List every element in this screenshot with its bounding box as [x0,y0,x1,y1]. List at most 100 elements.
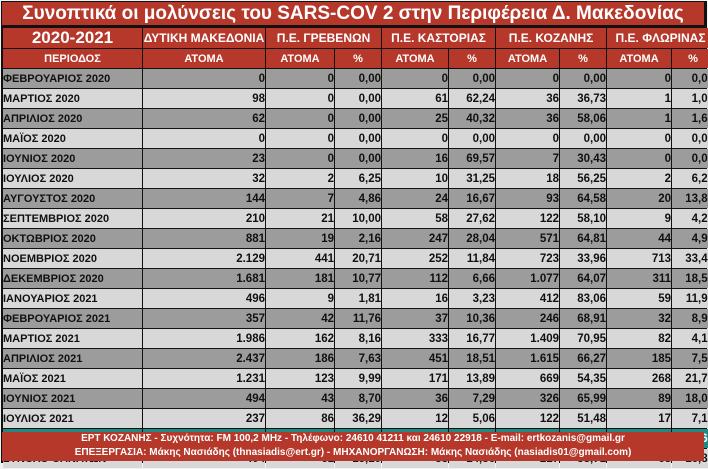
table-row: ΜΑΪΟΣ 2021 1.231 123 9,99 171 13,89 669 54,35 26… [3,369,708,388]
region-total-cell: 494 [143,389,265,408]
region-total-cell: 237 [143,409,265,428]
footer: ΕΡΤ ΚΟΖΑΝΗΣ - Συχνότητα: FM 100,2 MHz - … [2,432,704,461]
count-cell: 58,10 [560,209,607,228]
percent-cell: 181 [266,269,334,288]
percent-column-header: % [335,49,382,68]
count-cell: 10,00 [335,209,382,228]
count-cell: 0,00 [672,69,708,88]
region-total-cell: 357 [143,309,265,328]
percent-cell: 59 [607,289,672,308]
count-cell: 66,27 [560,349,607,368]
percent-cell: 0 [266,89,334,108]
percent-column-header: % [560,49,607,68]
count-cell: 56,25 [560,169,607,188]
period-cell: ΔΕΚΕΜΒΡΙΟΣ 2020 [3,269,142,288]
percent-cell: 1.077 [496,269,560,288]
count-cell: 64,81 [560,229,607,248]
count-cell: 1,61 [672,109,708,128]
period-cell: ΝΟΕΜΒΡΙΟΣ 2020 [3,249,142,268]
table-row: ΙΟΥΝΙΟΣ 2021 494 43 8,70 36 7,29 326 65,99 89 18,… [3,389,708,408]
count-cell: 8,96 [672,309,708,328]
period-cell: ΜΑΪΟΣ 2020 [3,129,142,148]
period-cell: ΑΠΡΙΛΙΟΣ 2021 [3,349,142,368]
count-cell: 33,49 [672,249,708,268]
percent-cell: 19 [266,229,334,248]
region-total-cell: 496 [143,289,265,308]
percent-cell: 0 [266,109,334,128]
count-cell: 16,77 [449,329,496,348]
people-column-header: ΑΤΟΜΑ [496,49,560,68]
footer-contact-line: ΕΡΤ ΚΟΖΑΝΗΣ - Συχνότητα: FM 100,2 MHz - … [81,433,625,444]
percent-cell: 36 [382,389,449,408]
count-cell: 7,17 [672,409,708,428]
region-total-cell: 881 [143,229,265,248]
year-label: 2020-2021 [3,28,142,48]
count-cell: 0,00 [449,69,496,88]
region-total-cell: 144 [143,189,265,208]
table-row: ΣΕΠΤΕΜΒΡΙΟΣ 2020 210 21 10,00 58 27,62 122 58,1… [3,209,708,228]
count-cell: 1,02 [672,89,708,108]
people-column-header: ΑΤΟΜΑ [266,49,334,68]
percent-cell: 2 [607,169,672,188]
percent-cell: 16 [382,289,449,308]
percent-cell: 112 [382,269,449,288]
count-cell: 69,57 [449,149,496,168]
percent-cell: 122 [496,209,560,228]
region-total-cell: 1.986 [143,329,265,348]
period-cell: ΑΥΓΟΥΣΤΟΣ 2020 [3,189,142,208]
table-row: ΙΑΝΟΥΑΡΙΟΣ 2021 496 9 1,81 16 3,23 412 83,06 59 1… [3,289,708,308]
count-cell: 5,06 [449,409,496,428]
percent-cell: 0 [496,129,560,148]
table-row: ΑΥΓΟΥΣΤΟΣ 2020 144 7 4,86 24 16,67 93 64,58 20 13… [3,189,708,208]
count-cell: 27,62 [449,209,496,228]
percent-cell: 246 [496,309,560,328]
period-cell: ΙΟΥΝΙΟΣ 2020 [3,149,142,168]
percent-cell: 1 [607,109,672,128]
percent-cell: 44 [607,229,672,248]
count-cell: 54,35 [560,369,607,388]
count-cell: 0,00 [335,109,382,128]
region-total-cell: 210 [143,209,265,228]
count-cell: 68,91 [560,309,607,328]
percent-cell: 713 [607,249,672,268]
count-cell: 1,81 [335,289,382,308]
percent-cell: 0 [382,69,449,88]
percent-cell: 2 [266,169,334,188]
percent-cell: 0 [382,129,449,148]
count-cell: 10,77 [335,269,382,288]
count-cell: 10,36 [449,309,496,328]
count-cell: 0,00 [560,69,607,88]
count-cell: 0,00 [560,129,607,148]
percent-cell: 441 [266,249,334,268]
percent-cell: 1 [607,89,672,108]
percent-cell: 171 [382,369,449,388]
percent-cell: 43 [266,389,334,408]
percent-cell: 571 [496,229,560,248]
count-cell: 11,76 [335,309,382,328]
percent-cell: 24 [382,189,449,208]
period-cell: ΙΟΥΛΙΟΣ 2021 [3,409,142,428]
percent-cell: 252 [382,249,449,268]
percent-cell: 82 [607,329,672,348]
percent-cell: 7 [496,149,560,168]
count-cell: 0,00 [335,89,382,108]
count-cell: 0,00 [449,129,496,148]
percent-cell: 93 [496,189,560,208]
percent-cell: 0 [496,69,560,88]
count-cell: 18,02 [672,389,708,408]
period-cell: ΙΟΥΝΙΟΣ 2021 [3,389,142,408]
region-total-cell: 1.681 [143,269,265,288]
percent-cell: 61 [382,89,449,108]
count-cell: 31,25 [449,169,496,188]
percent-cell: 0 [266,129,334,148]
table-row: ΔΕΚΕΜΒΡΙΟΣ 2020 1.681 181 10,77 112 6,66 1.077… [3,269,708,288]
count-cell: 18,50 [672,269,708,288]
percent-cell: 0 [607,129,672,148]
table-row: ΝΟΕΜΒΡΙΟΣ 2020 2.129 441 20,71 252 11,84 723 33… [3,249,708,268]
count-cell: 33,96 [560,249,607,268]
count-cell: 28,04 [449,229,496,248]
region-total-cell: 32 [143,169,265,188]
percent-cell: 122 [496,409,560,428]
